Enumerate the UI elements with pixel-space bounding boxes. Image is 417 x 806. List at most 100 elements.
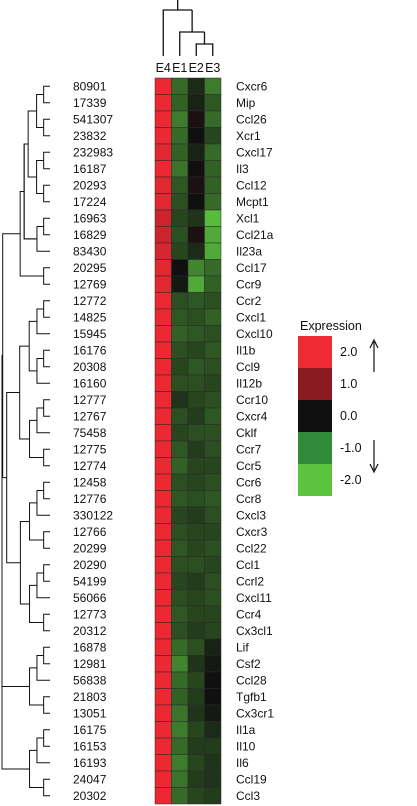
heatmap-cell	[187, 457, 205, 475]
heatmap-cell	[187, 275, 205, 293]
heatmap-cell	[187, 589, 205, 607]
row-id-label: 23832	[73, 129, 107, 143]
legend-swatch	[298, 432, 332, 464]
heatmap-cell	[187, 292, 205, 310]
row-dendrogram-branch	[43, 696, 50, 714]
row-id-label: 20308	[73, 360, 107, 374]
heatmap-cell	[154, 242, 172, 260]
row-dendrogram-branch	[43, 151, 50, 170]
heatmap-cell	[154, 209, 172, 227]
heatmap-cell	[154, 506, 172, 524]
row-id-label: 21803	[73, 690, 107, 704]
heatmap-cell	[187, 721, 205, 739]
row-dendrogram-branch	[43, 118, 50, 137]
row-id-label: 16176	[73, 343, 107, 357]
row-id-label: 16878	[73, 640, 107, 654]
heatmap-cell	[171, 391, 189, 409]
row-dendrogram-branch	[43, 300, 50, 318]
heatmap-cell	[204, 424, 222, 442]
legend-tick-label: 2.0	[340, 345, 357, 359]
heatmap-cell	[154, 94, 172, 112]
heatmap-cell	[154, 358, 172, 376]
row-id-label: 16829	[73, 228, 107, 242]
heatmap-cell	[204, 176, 222, 194]
row-gene-label: Ccl22	[236, 541, 267, 555]
row-dendrogram-branch	[43, 267, 50, 285]
row-id-label: 20302	[73, 789, 107, 803]
heatmap-cell	[171, 259, 189, 277]
heatmap-cell	[171, 704, 189, 722]
heatmap-cell	[204, 605, 222, 623]
legend-swatch	[298, 400, 332, 432]
heatmap-cell	[204, 209, 222, 227]
row-id-label: 541307	[73, 112, 113, 126]
heatmap-cell	[154, 688, 172, 706]
heatmap-cell	[171, 176, 189, 194]
heatmap-cell	[187, 308, 205, 326]
heatmap-cell	[171, 457, 189, 475]
row-id-label: 17339	[73, 96, 107, 110]
row-dendrogram-branch	[43, 448, 50, 467]
heatmap-cell	[154, 374, 172, 392]
heatmap-cell	[154, 622, 172, 640]
heatmap-cell	[154, 259, 172, 277]
heatmap-cell	[204, 770, 222, 788]
heatmap-cell	[171, 110, 189, 128]
heatmap-cell	[154, 176, 172, 194]
heatmap-cell	[154, 490, 172, 508]
heatmap-cell	[187, 638, 205, 656]
legend-swatch	[298, 464, 332, 496]
heatmap-cell	[154, 589, 172, 607]
row-id-label: 20312	[73, 624, 107, 638]
expression-legend: Expression 2.0 1.0 0.0 -1.0 -2.0	[298, 319, 379, 496]
column-labels: E4 E1 E2 E3	[156, 61, 221, 75]
row-id-label: 80901	[73, 79, 107, 93]
heatmap-cell	[154, 341, 172, 359]
heatmap-cell	[154, 704, 172, 722]
row-id-label: 16193	[73, 756, 107, 770]
heatmap-cell	[204, 721, 222, 739]
heatmap-cell	[204, 737, 222, 755]
heatmap-cell	[187, 622, 205, 640]
heatmap-cell	[187, 176, 205, 194]
heatmap-cell	[204, 275, 222, 293]
heatmap-cell	[187, 160, 205, 178]
heatmap-cell	[171, 209, 189, 227]
heatmap-cell	[204, 572, 222, 590]
heatmap-cell	[204, 440, 222, 458]
row-id-label: 20295	[73, 261, 107, 275]
row-gene-label: Il3	[236, 162, 249, 176]
row-gene-label: Il1a	[236, 723, 256, 737]
heatmap-cell	[154, 275, 172, 293]
heatmap-cell	[154, 572, 172, 590]
row-dendrogram-branch	[27, 110, 37, 178]
heatmap-cell	[171, 605, 189, 623]
row-id-label: 20293	[73, 178, 107, 192]
row-gene-label: Il10	[236, 739, 256, 753]
heatmap-cell	[171, 787, 189, 805]
heatmap-cell	[154, 523, 172, 541]
row-id-label: 232983	[73, 145, 113, 159]
heatmap-cell	[154, 787, 172, 805]
row-dendrogram-branch	[43, 85, 50, 104]
heatmap-cell	[154, 160, 172, 178]
heatmap-cell	[204, 523, 222, 541]
heatmap-cell	[204, 292, 222, 310]
heatmap-cell	[171, 407, 189, 425]
row-dendrogram-branch	[1, 521, 30, 770]
heatmap-cell	[204, 539, 222, 557]
heatmap-cell	[204, 754, 222, 772]
row-gene-label: Cxcl10	[236, 327, 273, 341]
heatmap-cell	[171, 127, 189, 145]
legend-tick-label: 1.0	[340, 377, 357, 391]
heatmap-cell	[154, 292, 172, 310]
heatmap-cell	[171, 143, 189, 161]
heatmap-cell	[187, 523, 205, 541]
heatmap-cell	[171, 325, 189, 343]
heatmap-cells	[154, 77, 222, 805]
heatmap-cell	[187, 572, 205, 590]
row-id-label: 20299	[73, 541, 107, 555]
row-id-label: 12767	[73, 409, 107, 423]
heatmap-cell	[154, 473, 172, 491]
legend-swatch	[298, 368, 332, 400]
